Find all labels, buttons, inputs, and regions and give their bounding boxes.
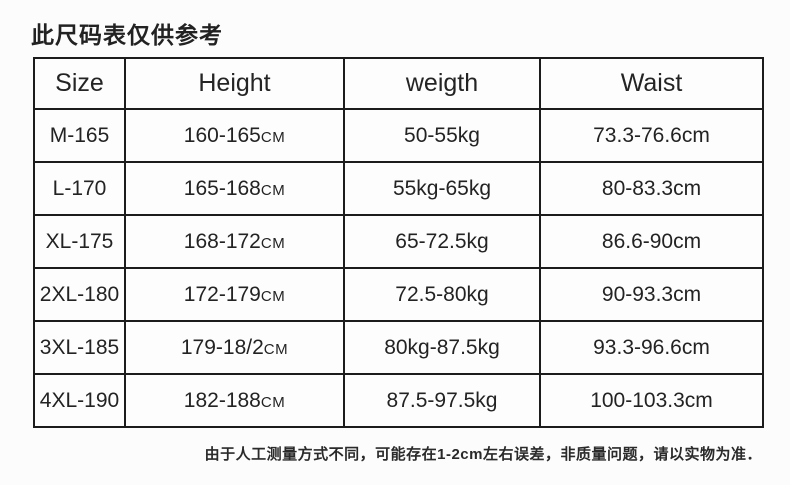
cell-height: 160-165CM	[124, 108, 345, 163]
cell-height: 182-188CM	[124, 373, 345, 428]
cell-weight: 55kg-65kg	[343, 161, 541, 216]
height-unit: CM	[260, 181, 286, 199]
table-row: 2XL-180 172-179CM 72.5-80kg 90-93.3cm	[33, 267, 764, 322]
size-chart-table: Size Height weigth Waist M-165 160-165CM…	[33, 57, 764, 428]
cell-size: L-170	[33, 161, 126, 216]
col-header-waist: Waist	[539, 57, 764, 110]
height-unit: CM	[260, 128, 286, 146]
height-unit: CM	[260, 234, 286, 252]
cell-weight: 87.5-97.5kg	[343, 373, 541, 428]
cell-weight: 50-55kg	[343, 108, 541, 163]
col-header-weight: weigth	[343, 57, 541, 110]
header-row: Size Height weigth Waist	[33, 57, 764, 110]
table-row: M-165 160-165CM 50-55kg 73.3-76.6cm	[33, 108, 764, 163]
cell-waist: 73.3-76.6cm	[539, 108, 764, 163]
cell-waist: 80-83.3cm	[539, 161, 764, 216]
height-value: 165-168	[183, 176, 261, 200]
cell-size: 3XL-185	[33, 320, 126, 375]
col-header-size: Size	[33, 57, 126, 110]
cell-size: M-165	[33, 108, 126, 163]
table-row: 3XL-185 179-18/2CM 80kg-87.5kg 93.3-96.6…	[33, 320, 764, 375]
cell-weight: 80kg-87.5kg	[343, 320, 541, 375]
table-row: XL-175 168-172CM 65-72.5kg 86.6-90cm	[33, 214, 764, 269]
height-unit: CM	[263, 340, 289, 358]
cell-weight: 72.5-80kg	[343, 267, 541, 322]
cell-size: XL-175	[33, 214, 126, 269]
cell-waist: 86.6-90cm	[539, 214, 764, 269]
cell-height: 165-168CM	[124, 161, 345, 216]
cell-waist: 90-93.3cm	[539, 267, 764, 322]
height-value: 172-179	[183, 282, 261, 306]
height-value: 168-172	[183, 229, 261, 253]
cell-size: 4XL-190	[33, 373, 126, 428]
height-value: 160-165	[183, 123, 261, 147]
height-value: 182-188	[183, 388, 261, 412]
height-unit: CM	[260, 287, 286, 305]
col-header-height: Height	[124, 57, 345, 110]
table-row: 4XL-190 182-188CM 87.5-97.5kg 100-103.3c…	[33, 373, 764, 428]
cell-size: 2XL-180	[33, 267, 126, 322]
disclaimer-note: 由于人工测量方式不同，可能存在1-2cm左右误差，非质量问题，请以实物为准．	[204, 446, 762, 463]
table-row: L-170 165-168CM 55kg-65kg 80-83.3cm	[33, 161, 764, 216]
cell-waist: 100-103.3cm	[539, 373, 764, 428]
cell-height: 168-172CM	[124, 214, 345, 269]
cell-weight: 65-72.5kg	[343, 214, 541, 269]
cell-waist: 93.3-96.6cm	[539, 320, 764, 375]
cell-height: 172-179CM	[124, 267, 345, 322]
height-unit: CM	[260, 393, 286, 411]
page-title: 此尺码表仅供参考	[31, 22, 223, 48]
cell-height: 179-18/2CM	[124, 320, 345, 375]
height-value: 179-18/2	[180, 335, 264, 359]
